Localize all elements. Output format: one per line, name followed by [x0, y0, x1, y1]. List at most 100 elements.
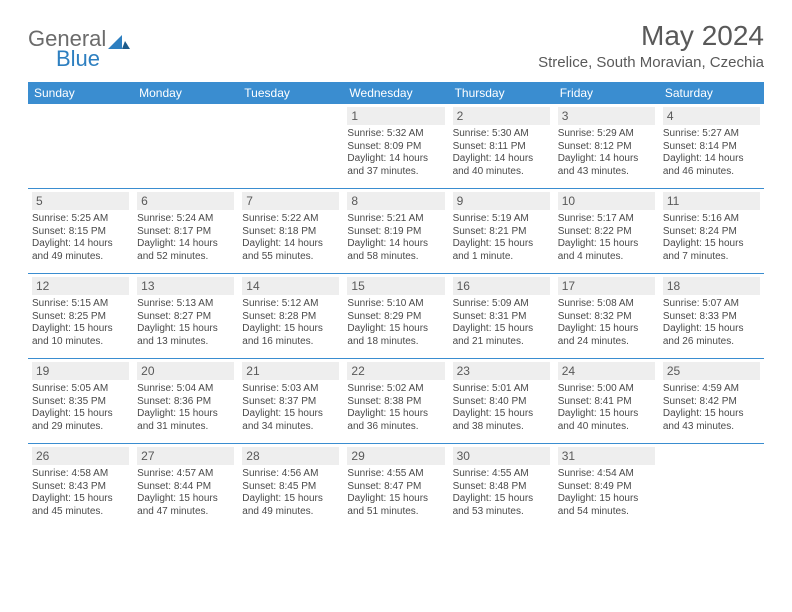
- day-cell: 19 Sunrise: 5:05 AMSunset: 8:35 PMDayligh…: [28, 359, 133, 444]
- day-number: 19: [32, 362, 129, 380]
- day-details: Sunrise: 5:22 AMSunset: 8:18 PMDaylight:…: [242, 213, 339, 263]
- day-number: 27: [137, 447, 234, 465]
- header: GeneralBlue May 2024 Strelice, South Mor…: [28, 20, 764, 72]
- day-details: Sunrise: 4:55 AMSunset: 8:47 PMDaylight:…: [347, 468, 444, 518]
- day-number: 10: [558, 192, 655, 210]
- day-cell: 3Sunrise: 5:29 AMSunset: 8:12 PMDaylight…: [554, 104, 659, 189]
- calendar-row: 26 Sunrise: 4:58 AMSunset: 8:43 PMDayligh…: [28, 444, 764, 529]
- weekday-header-row: SundayMondayTuesdayWednesdayThursdayFrid…: [28, 82, 764, 104]
- day-cell: 10 Sunrise: 5:17 AMSunset: 8:22 PMDayligh…: [554, 189, 659, 274]
- weekday-saturday: Saturday: [659, 82, 764, 104]
- day-cell: 29 Sunrise: 4:55 AMSunset: 8:47 PMDayligh…: [343, 444, 448, 529]
- weekday-monday: Monday: [133, 82, 238, 104]
- day-details: Sunrise: 5:00 AMSunset: 8:41 PMDaylight:…: [558, 383, 655, 433]
- day-number: 6: [137, 192, 234, 210]
- day-cell: 26 Sunrise: 4:58 AMSunset: 8:43 PMDayligh…: [28, 444, 133, 529]
- day-number: 23: [453, 362, 550, 380]
- day-details: Sunrise: 5:30 AMSunset: 8:11 PMDaylight:…: [453, 128, 550, 178]
- day-number: 12: [32, 277, 129, 295]
- weekday-sunday: Sunday: [28, 82, 133, 104]
- day-number: 15: [347, 277, 444, 295]
- calendar-table: SundayMondayTuesdayWednesdayThursdayFrid…: [28, 82, 764, 528]
- day-number: 14: [242, 277, 339, 295]
- day-number: 25: [663, 362, 760, 380]
- day-number: 20: [137, 362, 234, 380]
- day-cell: 12 Sunrise: 5:15 AMSunset: 8:25 PMDayligh…: [28, 274, 133, 359]
- day-cell: 4Sunrise: 5:27 AMSunset: 8:14 PMDaylight…: [659, 104, 764, 189]
- day-number: 9: [453, 192, 550, 210]
- day-cell: 21 Sunrise: 5:03 AMSunset: 8:37 PMDayligh…: [238, 359, 343, 444]
- day-details: Sunrise: 4:54 AMSunset: 8:49 PMDaylight:…: [558, 468, 655, 518]
- weekday-tuesday: Tuesday: [238, 82, 343, 104]
- location: Strelice, South Moravian, Czechia: [538, 54, 764, 71]
- weekday-friday: Friday: [554, 82, 659, 104]
- day-cell: 11Sunrise: 5:16 AMSunset: 8:24 PMDayligh…: [659, 189, 764, 274]
- logo: GeneralBlue: [28, 26, 130, 72]
- calendar-row: 1 Sunrise: 5:32 AMSunset: 8:09 PMDaylight…: [28, 104, 764, 189]
- day-details: Sunrise: 4:58 AMSunset: 8:43 PMDaylight:…: [32, 468, 129, 518]
- day-details: Sunrise: 5:32 AMSunset: 8:09 PMDaylight:…: [347, 128, 444, 178]
- empty-cell: [133, 104, 238, 189]
- day-number: 29: [347, 447, 444, 465]
- day-number: 2: [453, 107, 550, 125]
- day-details: Sunrise: 5:09 AMSunset: 8:31 PMDaylight:…: [453, 298, 550, 348]
- day-cell: 7 Sunrise: 5:22 AMSunset: 8:18 PMDaylight…: [238, 189, 343, 274]
- day-number: 5: [32, 192, 129, 210]
- day-details: Sunrise: 5:29 AMSunset: 8:12 PMDaylight:…: [558, 128, 655, 178]
- day-details: Sunrise: 5:05 AMSunset: 8:35 PMDaylight:…: [32, 383, 129, 433]
- day-details: Sunrise: 5:21 AMSunset: 8:19 PMDaylight:…: [347, 213, 444, 263]
- day-cell: 6 Sunrise: 5:24 AMSunset: 8:17 PMDaylight…: [133, 189, 238, 274]
- title-block: May 2024 Strelice, South Moravian, Czech…: [538, 20, 764, 71]
- day-number: 8: [347, 192, 444, 210]
- day-cell: 8 Sunrise: 5:21 AMSunset: 8:19 PMDaylight…: [343, 189, 448, 274]
- empty-cell: [659, 444, 764, 529]
- day-details: Sunrise: 5:01 AMSunset: 8:40 PMDaylight:…: [453, 383, 550, 433]
- day-cell: 20Sunrise: 5:04 AMSunset: 8:36 PMDayligh…: [133, 359, 238, 444]
- day-details: Sunrise: 5:12 AMSunset: 8:28 PMDaylight:…: [242, 298, 339, 348]
- day-cell: 1 Sunrise: 5:32 AMSunset: 8:09 PMDaylight…: [343, 104, 448, 189]
- day-details: Sunrise: 5:07 AMSunset: 8:33 PMDaylight:…: [663, 298, 760, 348]
- day-details: Sunrise: 5:27 AMSunset: 8:14 PMDaylight:…: [663, 128, 760, 178]
- day-number: 21: [242, 362, 339, 380]
- day-cell: 13 Sunrise: 5:13 AMSunset: 8:27 PMDayligh…: [133, 274, 238, 359]
- day-number: 17: [558, 277, 655, 295]
- day-details: Sunrise: 5:02 AMSunset: 8:38 PMDaylight:…: [347, 383, 444, 433]
- day-cell: 31 Sunrise: 4:54 AMSunset: 8:49 PMDayligh…: [554, 444, 659, 529]
- day-number: 7: [242, 192, 339, 210]
- day-number: 1: [347, 107, 444, 125]
- day-number: 31: [558, 447, 655, 465]
- day-cell: 30 Sunrise: 4:55 AMSunset: 8:48 PMDayligh…: [449, 444, 554, 529]
- day-number: 16: [453, 277, 550, 295]
- day-number: 30: [453, 447, 550, 465]
- day-cell: 22Sunrise: 5:02 AMSunset: 8:38 PMDayligh…: [343, 359, 448, 444]
- day-details: Sunrise: 5:10 AMSunset: 8:29 PMDaylight:…: [347, 298, 444, 348]
- day-cell: 24Sunrise: 5:00 AMSunset: 8:41 PMDayligh…: [554, 359, 659, 444]
- day-details: Sunrise: 5:24 AMSunset: 8:17 PMDaylight:…: [137, 213, 234, 263]
- empty-cell: [238, 104, 343, 189]
- day-details: Sunrise: 5:13 AMSunset: 8:27 PMDaylight:…: [137, 298, 234, 348]
- day-details: Sunrise: 5:25 AMSunset: 8:15 PMDaylight:…: [32, 213, 129, 263]
- calendar-row: 12 Sunrise: 5:15 AMSunset: 8:25 PMDayligh…: [28, 274, 764, 359]
- empty-cell: [28, 104, 133, 189]
- day-details: Sunrise: 5:03 AMSunset: 8:37 PMDaylight:…: [242, 383, 339, 433]
- day-number: 18: [663, 277, 760, 295]
- day-number: 13: [137, 277, 234, 295]
- day-details: Sunrise: 5:08 AMSunset: 8:32 PMDaylight:…: [558, 298, 655, 348]
- weekday-wednesday: Wednesday: [343, 82, 448, 104]
- day-cell: 2 Sunrise: 5:30 AMSunset: 8:11 PMDaylight…: [449, 104, 554, 189]
- day-cell: 16 Sunrise: 5:09 AMSunset: 8:31 PMDayligh…: [449, 274, 554, 359]
- day-cell: 18 Sunrise: 5:07 AMSunset: 8:33 PMDayligh…: [659, 274, 764, 359]
- day-details: Sunrise: 5:15 AMSunset: 8:25 PMDaylight:…: [32, 298, 129, 348]
- day-number: 26: [32, 447, 129, 465]
- day-details: Sunrise: 5:17 AMSunset: 8:22 PMDaylight:…: [558, 213, 655, 263]
- day-details: Sunrise: 4:55 AMSunset: 8:48 PMDaylight:…: [453, 468, 550, 518]
- day-cell: 17 Sunrise: 5:08 AMSunset: 8:32 PMDayligh…: [554, 274, 659, 359]
- day-details: Sunrise: 4:56 AMSunset: 8:45 PMDaylight:…: [242, 468, 339, 518]
- day-cell: 27 Sunrise: 4:57 AMSunset: 8:44 PMDayligh…: [133, 444, 238, 529]
- day-cell: 25 Sunrise: 4:59 AMSunset: 8:42 PMDayligh…: [659, 359, 764, 444]
- day-details: Sunrise: 4:57 AMSunset: 8:44 PMDaylight:…: [137, 468, 234, 518]
- day-cell: 28Sunrise: 4:56 AMSunset: 8:45 PMDayligh…: [238, 444, 343, 529]
- day-number: 11: [663, 192, 760, 210]
- calendar-row: 19 Sunrise: 5:05 AMSunset: 8:35 PMDayligh…: [28, 359, 764, 444]
- day-details: Sunrise: 4:59 AMSunset: 8:42 PMDaylight:…: [663, 383, 760, 433]
